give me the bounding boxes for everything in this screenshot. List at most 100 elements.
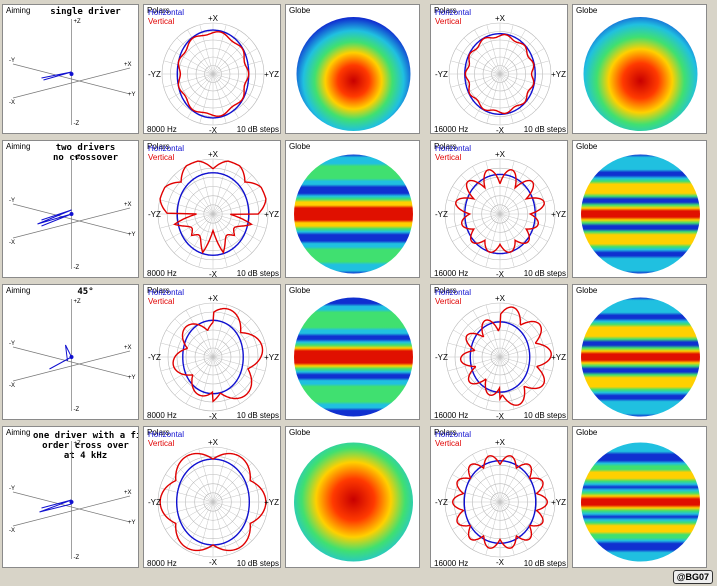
vertical-curve bbox=[172, 307, 264, 403]
axis-label-bottom: -X bbox=[209, 126, 218, 134]
globe-plot bbox=[294, 297, 413, 417]
configuration-annotation: one driver with a first order cross over… bbox=[33, 431, 138, 461]
step-label: 10 dB steps bbox=[237, 125, 279, 134]
step-label: 10 dB steps bbox=[524, 269, 566, 278]
axis-label-bottom: -X bbox=[496, 270, 505, 278]
axis-label-plus-x: +X bbox=[124, 345, 132, 351]
globe-sphere bbox=[296, 17, 411, 131]
horizontal-curve bbox=[463, 460, 537, 545]
globe-panel-left: Globe bbox=[285, 4, 420, 134]
vertical-curve bbox=[459, 306, 552, 406]
aiming-diagram: +Z -Z -Y +Y -X +X bbox=[9, 19, 136, 127]
configuration-annotation: two drivers no crossover bbox=[52, 143, 119, 163]
globe-plot bbox=[581, 297, 700, 417]
axis-label-right: +YZ bbox=[551, 210, 566, 219]
axis-label-left: -YZ bbox=[148, 210, 161, 219]
aiming-diagram: +Z -Z -Y +Y -X +X bbox=[9, 441, 136, 561]
legend-vertical: Vertical bbox=[148, 297, 174, 306]
axis-label-minus-x: -X bbox=[9, 100, 15, 106]
axis-label-plus-z: +Z bbox=[74, 19, 82, 25]
axis-label-plus-z: +Z bbox=[74, 155, 82, 161]
axis-label-left: -YZ bbox=[148, 70, 161, 79]
axis-label-left: -YZ bbox=[148, 353, 161, 362]
axis-label-top: +X bbox=[495, 294, 506, 303]
aiming-panel: Aiming single driver +Z -Z -Y +Y -X +X bbox=[2, 4, 139, 134]
globe-panel-right: Globe bbox=[572, 4, 707, 134]
legend-vertical: Vertical bbox=[435, 297, 461, 306]
axis-label-minus-x: -X bbox=[9, 383, 15, 389]
axis-label-top: +X bbox=[495, 14, 506, 23]
vertical-curve bbox=[451, 455, 549, 549]
polar-panel-right: Polars +X -X -YZ +YZ Horizontal Vertical 16000 … bbox=[430, 140, 568, 278]
axis-label-plus-z: +Z bbox=[74, 441, 82, 447]
globe-panel-left: Globe bbox=[285, 140, 420, 278]
driver-aim-vector bbox=[39, 499, 72, 513]
globe-sphere bbox=[294, 297, 413, 417]
axis-label-right: +YZ bbox=[551, 498, 566, 507]
step-label: 10 dB steps bbox=[524, 125, 566, 134]
axis-label-bottom: -X bbox=[496, 412, 505, 420]
axis-label-plus-z: +Z bbox=[74, 299, 82, 305]
aiming-panel: Aiming two drivers no crossover +Z -Z -Y +Y -X… bbox=[2, 140, 139, 278]
axis-label-bottom: -X bbox=[209, 412, 218, 420]
polar-grid bbox=[157, 446, 269, 558]
watermark: @BG07 bbox=[672, 570, 713, 584]
step-label: 10 dB steps bbox=[237, 269, 279, 278]
axis-label-minus-y: -Y bbox=[9, 341, 15, 347]
driver-point bbox=[69, 500, 74, 504]
globe-title: Globe bbox=[289, 142, 311, 151]
polar-grid bbox=[448, 22, 552, 126]
aiming-title: Aiming bbox=[6, 6, 31, 15]
legend-horizontal: Horizontal bbox=[148, 288, 184, 297]
axis-label-plus-x: +X bbox=[124, 490, 132, 496]
globe-plot bbox=[294, 442, 413, 562]
axis-label-right: +YZ bbox=[264, 498, 279, 507]
polar-title: Polars bbox=[434, 142, 457, 151]
globe-sphere bbox=[581, 442, 700, 562]
vertical-curve bbox=[177, 31, 250, 117]
axis-label-plus-x: +X bbox=[124, 62, 132, 68]
aiming-diagram: +Z -Z -Y +Y -X +X bbox=[9, 299, 136, 413]
polar-title: Polars bbox=[147, 286, 170, 295]
legend-vertical: Vertical bbox=[435, 17, 461, 26]
legend-vertical: Vertical bbox=[148, 153, 174, 162]
frequency-label: 16000 Hz bbox=[434, 411, 468, 420]
axis-label-minus-z: -Z bbox=[74, 121, 80, 127]
driver-aim-vector bbox=[37, 209, 72, 227]
axis-label-top: +X bbox=[208, 150, 219, 159]
frequency-label: 8000 Hz bbox=[147, 269, 177, 278]
axis-label-right: +YZ bbox=[264, 353, 279, 362]
horizontal-curve bbox=[464, 173, 536, 255]
globe-title: Globe bbox=[576, 286, 598, 295]
step-label: 10 dB steps bbox=[524, 411, 566, 420]
configuration-annotation: 45° bbox=[77, 287, 94, 297]
driver-point bbox=[69, 355, 74, 359]
globe-plot bbox=[583, 17, 698, 131]
axis-label-top: +X bbox=[208, 438, 219, 447]
axis-label-right: +YZ bbox=[551, 70, 566, 79]
globe-sphere bbox=[294, 442, 413, 562]
polar-title: Polars bbox=[434, 6, 457, 15]
aiming-title: Aiming bbox=[6, 428, 31, 437]
legend-vertical: Vertical bbox=[435, 439, 461, 448]
step-label: 10 dB steps bbox=[237, 559, 279, 568]
frequency-label: 8000 Hz bbox=[147, 411, 177, 420]
polar-panel-left: Polars +X -X -YZ +YZ Horizontal Vertical 8000 H… bbox=[143, 284, 281, 420]
globe-panel-left: Globe bbox=[285, 426, 420, 568]
legend-horizontal: Horizontal bbox=[148, 144, 184, 153]
polar-panel-right: Polars +X -X -YZ +YZ Horizontal Vertical 16000 … bbox=[430, 4, 568, 134]
polar-panel-left: Polars +X -X -YZ +YZ Horizontal Vertical 8000 H… bbox=[143, 426, 281, 568]
axis-label-plus-y: +Y bbox=[128, 92, 136, 98]
axis-label-left: -YZ bbox=[435, 353, 448, 362]
driver-point bbox=[69, 212, 74, 216]
legend-horizontal: Horizontal bbox=[435, 144, 471, 153]
globe-plot bbox=[581, 154, 700, 274]
axis-label-right: +YZ bbox=[551, 353, 566, 362]
globe-title: Globe bbox=[289, 428, 311, 437]
polar-panel-left: Polars +X -X -YZ +YZ Horizontal Vertical 8000 H… bbox=[143, 140, 281, 278]
axis-label-left: -YZ bbox=[435, 210, 448, 219]
